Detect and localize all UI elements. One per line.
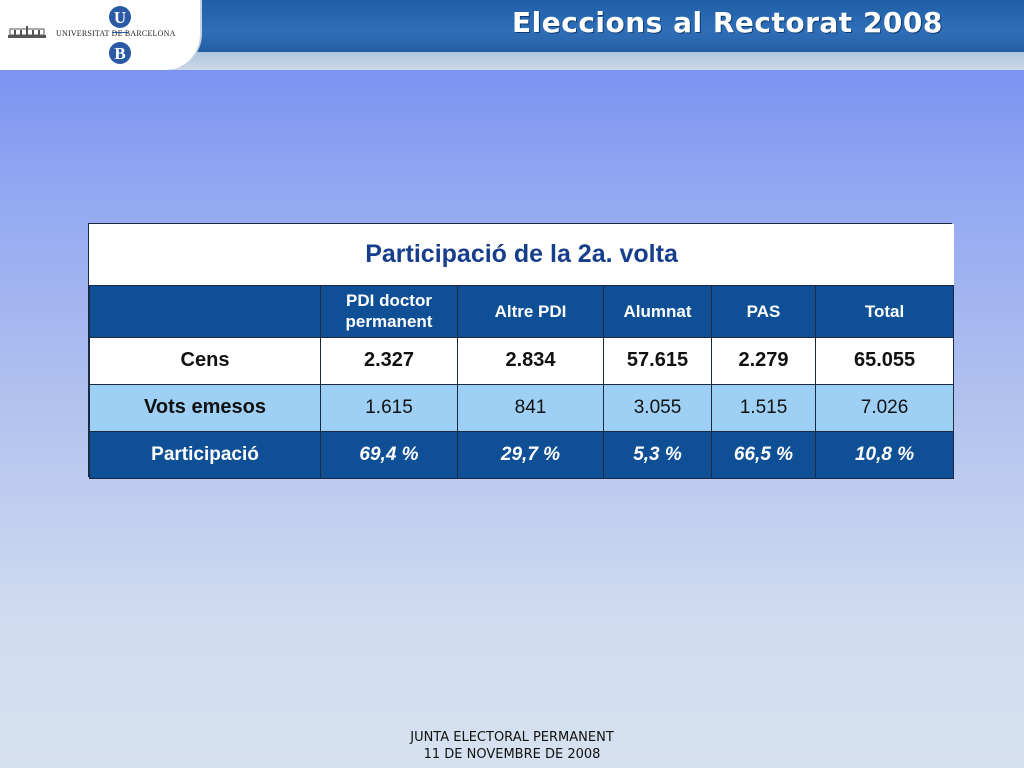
logo-divider [112, 32, 128, 33]
slide-header: UNIVERSITAT DE BARCELONA U B Eleccions a… [0, 0, 1024, 70]
table-cell: 29,7 % [457, 430, 604, 479]
logo-letter-u: U [109, 6, 131, 28]
participation-table: Participació de la 2a. volta PDI doctor … [89, 224, 955, 479]
table-title: Participació de la 2a. volta [89, 224, 954, 286]
column-header [89, 284, 321, 338]
table-header-row: PDI doctor permanent Altre PDI Alumnat P… [89, 284, 955, 338]
table-row: Cens 2.327 2.834 57.615 2.279 65.055 [89, 336, 955, 385]
table-cell: 5,3 % [603, 430, 712, 479]
table-cell: 7.026 [814, 383, 955, 432]
column-header: PDI doctor permanent [320, 284, 458, 338]
table-row: Participació 69,4 % 29,7 % 5,3 % 66,5 % … [89, 430, 955, 479]
table-cell: 2.279 [711, 336, 816, 385]
table-cell: 2.327 [320, 336, 458, 385]
column-header: Alumnat [603, 284, 712, 338]
row-label: Participació [89, 430, 321, 479]
table-cell: 66,5 % [711, 430, 816, 479]
university-name: UNIVERSITAT DE BARCELONA [56, 29, 176, 38]
slide-footer: JUNTA ELECTORAL PERMANENT 11 DE NOVEMBRE… [312, 729, 712, 763]
table-cell: 841 [457, 383, 604, 432]
row-label: Vots emesos [89, 383, 321, 432]
table-cell: 65.055 [814, 336, 955, 385]
table-cell: 2.834 [457, 336, 604, 385]
row-label: Cens [89, 336, 321, 385]
column-header: PAS [711, 284, 816, 338]
slide-title: Eleccions al Rectorat 2008 [512, 6, 943, 39]
table-cell: 1.615 [320, 383, 458, 432]
building-emblem-icon [8, 26, 46, 38]
footer-date: 11 DE NOVEMBRE DE 2008 [423, 747, 601, 762]
column-header: Altre PDI [457, 284, 604, 338]
table-cell: 57.615 [603, 336, 712, 385]
column-header: Total [814, 284, 955, 338]
university-logo: UNIVERSITAT DE BARCELONA U B [0, 0, 202, 70]
table-cell: 69,4 % [320, 430, 458, 479]
participation-table-panel: Participació de la 2a. volta PDI doctor … [88, 223, 955, 479]
table-cell: 10,8 % [814, 430, 955, 479]
table-row: Vots emesos 1.615 841 3.055 1.515 7.026 [89, 383, 955, 432]
header-band [0, 52, 1024, 70]
table-cell: 3.055 [603, 383, 712, 432]
table-cell: 1.515 [711, 383, 816, 432]
footer-organization: JUNTA ELECTORAL PERMANENT [410, 730, 614, 745]
logo-letter-b: B [109, 42, 131, 64]
